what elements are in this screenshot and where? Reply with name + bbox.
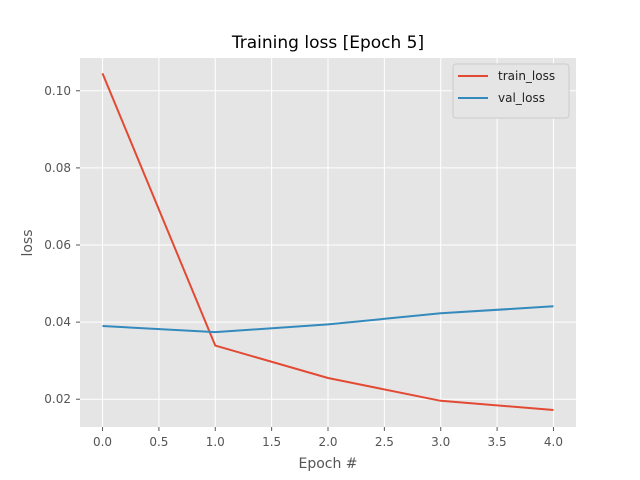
x-tick-label: 3.0 [431,435,450,449]
x-tick-label: 2.5 [375,435,394,449]
legend-label-train-loss: train_loss [498,69,555,83]
grid [80,58,576,427]
series-line-train-loss [101,73,554,411]
x-tick-label: 1.5 [262,435,281,449]
y-axis-label: loss [20,229,36,256]
x-tick-label: 3.5 [488,435,507,449]
x-tick-label: 4.0 [544,435,563,449]
series-lines [101,73,554,411]
y-tick-label: 0.04 [44,315,71,329]
legend-box [452,63,570,119]
axis-ticks: 0.0 0.5 1.0 1.5 2.0 2.5 3.0 3.5 4.0 0.02 0.04 0.06 0… [44,84,563,449]
legend-label-val-loss: val_loss [498,91,545,105]
x-tick-label: 0.5 [149,435,168,449]
y-tick-label: 0.02 [44,392,71,406]
legend: train_loss val_loss [452,63,570,119]
x-axis-label: Epoch # [298,456,357,472]
series-line-val-loss [102,305,554,334]
x-tick-label: 0.0 [93,435,112,449]
y-tick-label: 0.06 [44,238,71,252]
y-tick-label: 0.10 [44,84,71,98]
chart-title: Training loss [Epoch 5] [231,33,424,53]
y-tick-label: 0.08 [44,161,71,175]
x-tick-label: 2.0 [318,435,337,449]
x-tick-label: 1.0 [206,435,225,449]
